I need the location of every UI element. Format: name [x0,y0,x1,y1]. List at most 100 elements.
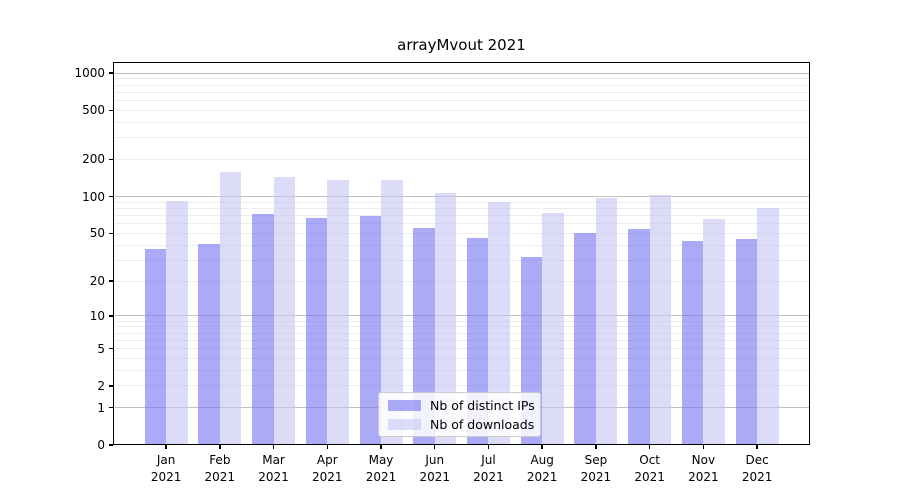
gridline-minor [114,91,809,93]
chart-title: arrayMvout 2021 [397,36,526,54]
gridline-minor [114,201,809,203]
x-tick-mark [165,445,167,449]
gridline-major [114,315,809,317]
y-tick-label: 1 [97,400,105,415]
y-tick-mark [109,315,113,317]
bar-downloads-may [381,180,403,444]
x-tick-mark [702,445,705,449]
bar-ips-mar [252,213,274,444]
bar-ips-may [359,216,381,444]
bar-downloads-aug [542,213,564,444]
gridline-minor [114,223,809,225]
y-tick-label: 5 [97,341,105,356]
gridline-minor [114,214,809,216]
bar-ips-sep [574,233,596,444]
y-tick-label: 500 [82,103,105,118]
gridline-minor [114,357,809,359]
legend-label-distinct-ips: Nb of distinct IPs [430,397,535,413]
bar-downloads-feb [219,172,242,444]
y-tick-label: 100 [82,189,105,204]
y-tick-label: 20 [89,274,105,289]
x-tick-label: Nov 2021 [688,453,719,484]
bar-downloads-sep [595,197,618,444]
bar-downloads-jul [488,202,510,444]
x-tick-label: Jun 2021 [419,453,450,484]
gridline-minor [114,369,809,371]
y-tick-label: 2 [97,378,105,393]
bar-downloads-oct [649,194,672,444]
x-tick-label: Dec 2021 [741,453,773,484]
gridline-major [114,72,809,74]
bar-ips-dec [735,238,758,444]
bar-ips-nov [681,241,704,444]
gridline-minor [114,332,809,334]
bar-downloads-dec [757,207,779,444]
x-tick-mark [648,445,651,449]
gridline-minor [114,207,809,209]
x-tick-mark [219,445,221,449]
gridline-minor [114,232,809,234]
y-tick-label: 200 [82,152,105,167]
y-tick-mark [109,72,113,74]
x-tick-label: Apr 2021 [311,453,343,484]
x-tick-label: Aug 2021 [526,453,558,484]
gridline-minor [114,78,809,80]
gridline-minor [114,109,809,111]
legend-entry-distinct-ips: Nb of distinct IPs [388,397,535,413]
bar-downloads-jun [434,192,457,444]
legend-entry-downloads: Nb of downloads [388,416,535,432]
x-tick-label: Feb 2021 [204,453,236,484]
x-tick-mark [380,445,382,449]
gridline-minor [114,280,809,282]
bar-ips-jan [144,249,167,444]
y-tick-mark [109,280,113,282]
y-tick-label: 10 [89,308,105,323]
x-tick-mark [595,445,597,449]
x-tick-label: Jul 2021 [473,453,504,484]
gridline-minor [114,84,809,86]
gridline-minor [114,326,809,328]
y-tick-mark [109,109,113,111]
legend-label-downloads: Nb of downloads [430,416,535,432]
x-tick-label: Jan 2021 [150,453,182,484]
bar-downloads-apr [327,179,349,444]
bar-downloads-mar [273,177,296,444]
gridline-minor [114,348,809,350]
legend-swatch-distinct-ips [388,399,421,411]
y-tick-label: 50 [89,226,105,241]
bar-ips-oct [628,229,650,444]
x-tick-label: May 2021 [365,453,397,484]
x-tick-mark [487,445,490,449]
y-tick-label: 0 [97,438,105,452]
bar-ips-feb [198,243,220,444]
legend: Nb of distinct IPs Nb of downloads [378,392,541,437]
bar-ips-jun [413,228,435,444]
gridline-minor [114,259,809,261]
y-tick-mark [109,444,113,446]
bar-ips-apr [305,217,328,444]
y-tick-label: 1000 [74,66,105,80]
y-tick-mark [109,385,113,387]
y-tick-mark [109,195,113,198]
x-tick-mark [326,445,328,449]
gridline-major [114,196,809,197]
gridline-minor [114,121,809,123]
y-tick-mark [109,232,113,234]
x-tick-mark [756,445,758,449]
x-tick-mark [272,445,275,449]
gridline-minor [114,339,809,341]
y-tick-mark [109,406,113,409]
legend-swatch-downloads [388,418,421,430]
y-tick-mark [109,158,113,161]
gridline-minor [114,99,809,101]
gridline-minor [114,244,809,246]
x-tick-mark [434,445,436,449]
y-tick-mark [109,347,113,350]
gridline-minor [114,137,809,139]
gridline-minor [114,320,809,322]
bar-downloads-nov [703,218,725,444]
gridline-minor [114,385,809,387]
x-tick-label: Oct 2021 [634,453,665,484]
